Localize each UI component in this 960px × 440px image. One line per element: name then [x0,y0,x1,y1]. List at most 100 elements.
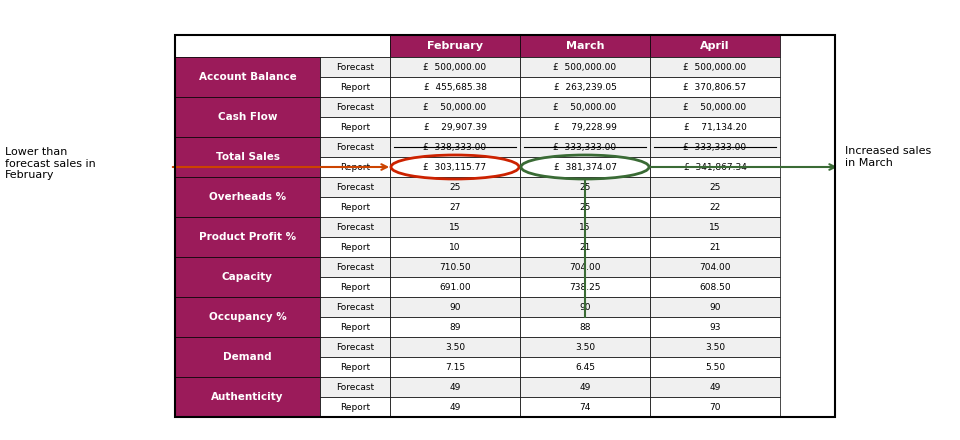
Text: £    29,907.39: £ 29,907.39 [423,122,487,132]
Text: 49: 49 [709,382,721,392]
Bar [650,237,780,257]
Bar [520,357,650,377]
Text: £  333,333.00: £ 333,333.00 [684,143,747,151]
Bar [520,397,650,417]
Text: Demand: Demand [223,352,272,362]
Bar [650,277,780,297]
Bar [390,277,520,297]
Text: £    50,000.00: £ 50,000.00 [553,103,616,111]
Bar [175,257,320,297]
Bar [650,197,780,217]
Bar [175,97,320,137]
Bar [320,297,390,317]
Bar [390,237,520,257]
Bar [320,177,390,197]
Text: 5.50: 5.50 [705,363,725,371]
Bar [175,35,390,57]
Text: £  381,374.07: £ 381,374.07 [554,162,616,172]
Bar [320,397,390,417]
Text: £  455,685.38: £ 455,685.38 [423,83,487,92]
Text: Capacity: Capacity [222,272,273,282]
Bar [390,77,520,97]
Bar [320,317,390,337]
Text: Forecast: Forecast [336,103,374,111]
Text: Forecast: Forecast [336,183,374,191]
Text: £  500,000.00: £ 500,000.00 [684,62,747,72]
Bar [175,137,320,177]
Bar [520,217,650,237]
Text: 710.50: 710.50 [439,263,470,271]
Text: 89: 89 [449,323,461,331]
Bar [175,57,320,97]
Bar [320,357,390,377]
Text: Account Balance: Account Balance [199,72,297,82]
Bar [390,97,520,117]
Bar [650,317,780,337]
Bar [520,317,650,337]
Text: March: March [565,41,604,51]
Text: April: April [700,41,730,51]
Bar [520,197,650,217]
Text: 704.00: 704.00 [699,263,731,271]
Text: £    71,134.20: £ 71,134.20 [684,122,747,132]
Text: 70: 70 [709,403,721,411]
Text: Forecast: Forecast [336,62,374,72]
Bar [520,57,650,77]
Text: Forecast: Forecast [336,263,374,271]
Text: £    50,000.00: £ 50,000.00 [684,103,747,111]
Bar [650,177,780,197]
Bar [650,297,780,317]
Bar [650,217,780,237]
Text: 88: 88 [579,323,590,331]
Bar [320,157,390,177]
Bar [520,117,650,137]
Bar [320,57,390,77]
Text: Report: Report [340,363,370,371]
Text: Report: Report [340,323,370,331]
Text: £  500,000.00: £ 500,000.00 [423,62,487,72]
Text: Report: Report [340,162,370,172]
Text: 49: 49 [449,382,461,392]
Bar [390,337,520,357]
Bar [650,357,780,377]
Bar [520,35,650,57]
Bar [520,177,650,197]
Bar [320,77,390,97]
Bar [520,157,650,177]
Bar [390,157,520,177]
Text: Forecast: Forecast [336,382,374,392]
Bar [390,377,520,397]
Bar [390,397,520,417]
Bar [650,57,780,77]
Text: £  303,115.77: £ 303,115.77 [423,162,487,172]
Bar [520,257,650,277]
Bar [320,117,390,137]
Bar [320,197,390,217]
Bar [390,217,520,237]
Text: £    50,000.00: £ 50,000.00 [423,103,487,111]
Bar [650,77,780,97]
Bar [520,277,650,297]
Text: Forecast: Forecast [336,223,374,231]
Bar [320,257,390,277]
Bar [520,137,650,157]
Text: 49: 49 [579,382,590,392]
Text: 27: 27 [449,202,461,212]
Bar [520,377,650,397]
Text: Occupancy %: Occupancy % [208,312,286,322]
Bar [520,297,650,317]
Text: Increased sales
in March: Increased sales in March [845,146,931,168]
Bar [320,237,390,257]
Text: Report: Report [340,202,370,212]
Bar [650,117,780,137]
Bar [320,277,390,297]
Bar [390,177,520,197]
Text: Cash Flow: Cash Flow [218,112,277,122]
Bar [650,257,780,277]
Text: Report: Report [340,282,370,292]
Text: 608.50: 608.50 [699,282,731,292]
Text: February: February [427,41,483,51]
Bar [390,257,520,277]
Text: £    79,228.99: £ 79,228.99 [554,122,616,132]
Text: Forecast: Forecast [336,342,374,352]
